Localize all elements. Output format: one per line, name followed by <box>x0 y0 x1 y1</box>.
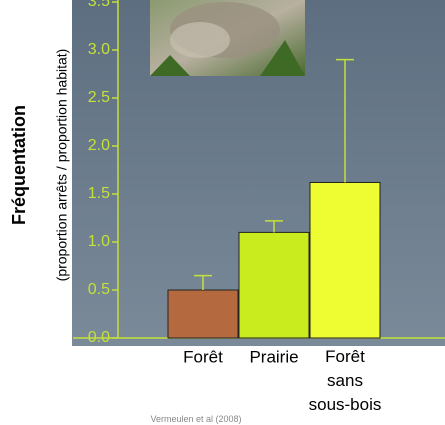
error-bar <box>336 58 354 183</box>
y-tick-label: 0.0 <box>88 329 110 346</box>
y-tick-label: 3.5 <box>88 0 110 10</box>
y-tick-label: 0.5 <box>88 281 110 298</box>
x-tick-label: Forêt sans sous-bois <box>309 347 382 414</box>
y-tick-label: 2.0 <box>88 137 110 154</box>
x-tick-label: Forêt <box>183 347 223 366</box>
x-tick-label: Prairie <box>249 347 298 366</box>
y-tick-label: 1.0 <box>88 233 110 250</box>
y-tick-label: 3.0 <box>88 41 110 58</box>
bar <box>309 181 381 339</box>
error-bar <box>194 274 212 290</box>
bar <box>238 231 310 339</box>
source: Vermeulen et al (2008) <box>150 414 241 424</box>
y-tick-label: 1.5 <box>88 185 110 202</box>
photo <box>150 0 305 76</box>
y-tick-label: 2.5 <box>88 89 110 106</box>
y-axis-subtitle: (proportion arrêts / proportion habitat) <box>54 49 70 282</box>
error-bar <box>265 220 283 233</box>
bar <box>167 289 239 339</box>
y-axis-title: Fréquentation <box>9 105 29 225</box>
